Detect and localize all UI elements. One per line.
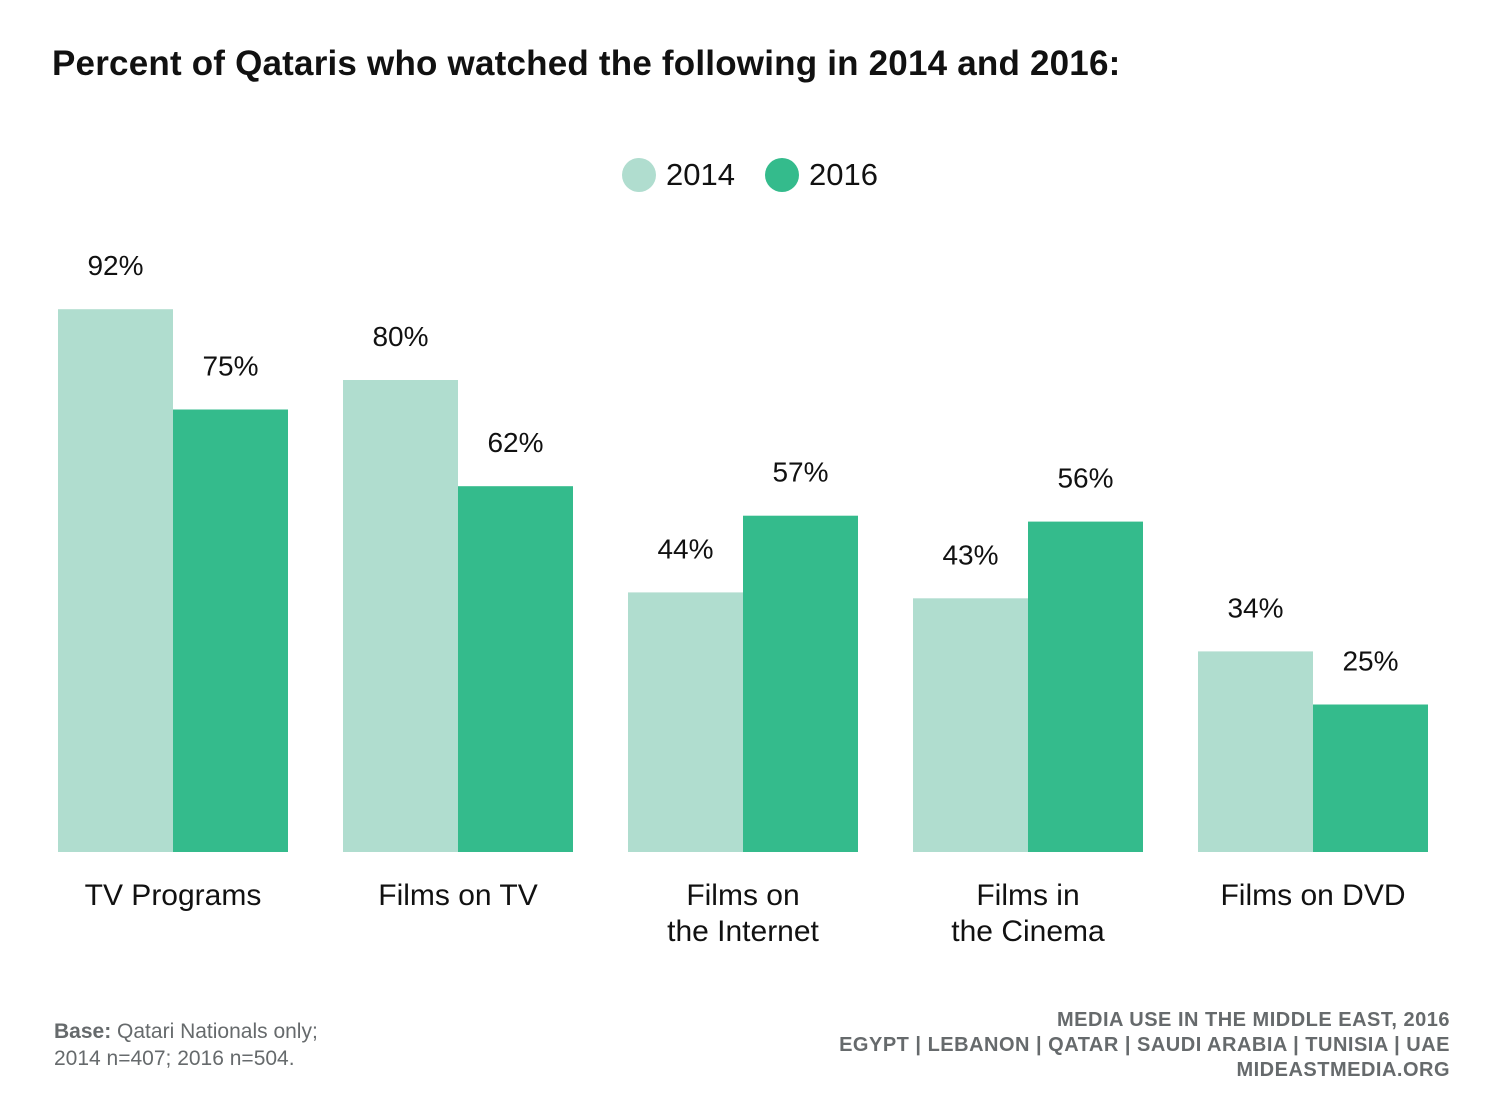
bar-2014-0 [58,309,173,852]
data-label-2014-1: 80% [372,321,428,352]
source-line-2: EGYPT | LEBANON | QATAR | SAUDI ARABIA |… [839,1034,1450,1056]
data-label-2014-2: 44% [657,533,713,564]
footer-source: MEDIA USE IN THE MIDDLE EAST, 2016 EGYPT… [839,1008,1450,1083]
legend-item-2016: 2016 [765,157,878,193]
source-line-1: MEDIA USE IN THE MIDDLE EAST, 2016 [1057,1009,1450,1031]
base-label: Base: [54,1020,112,1043]
data-label-2014-4: 34% [1227,592,1283,623]
bar-2014-3 [913,598,1028,852]
bar-2016-3 [1028,521,1143,852]
bar-2014-2 [628,592,743,852]
chart-legend: 2014 2016 [0,150,1500,200]
data-label-2016-0: 75% [202,351,258,382]
bar-2016-2 [743,515,858,852]
bar-2016-4 [1313,704,1428,852]
category-label-3: Films in the Cinema [951,879,1105,948]
legend-swatch-2016 [765,158,799,192]
sample-text: 2014 n=407; 2016 n=504. [54,1047,295,1070]
data-label-2014-3: 43% [942,539,998,570]
data-label-2016-1: 62% [487,427,543,458]
legend-item-2014: 2014 [622,157,735,193]
source-line-3: MIDEASTMEDIA.ORG [1236,1059,1450,1081]
data-label-2016-4: 25% [1342,646,1398,677]
footer-base-note: Base: Qatari Nationals only; 2014 n=407;… [54,1018,318,1072]
bar-2014-1 [343,380,458,852]
bar-2016-0 [173,409,288,852]
data-label-2016-3: 56% [1057,463,1113,494]
legend-label-2014: 2014 [666,157,735,192]
category-label-1: Films on TV [378,879,537,912]
legend-label-2016: 2016 [809,157,878,192]
data-label-2016-2: 57% [772,457,828,488]
chart-title: Percent of Qataris who watched the follo… [52,44,1121,83]
bar-2016-1 [458,486,573,852]
category-label-2: Films on the Internet [667,879,819,948]
category-label-0: TV Programs [85,879,262,912]
category-label-4: Films on DVD [1220,879,1405,912]
data-label-2014-0: 92% [87,250,143,281]
bar-2014-4 [1198,651,1313,852]
legend-swatch-2014 [622,158,657,192]
base-text: Qatari Nationals only; [117,1020,318,1043]
